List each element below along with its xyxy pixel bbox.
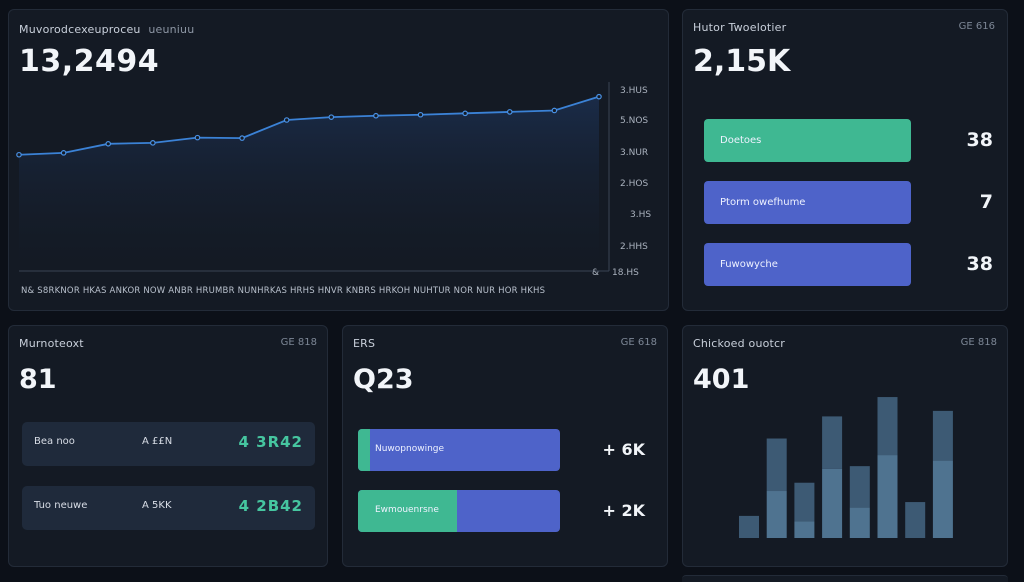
progress-label: Ewmouenrsne bbox=[375, 505, 439, 515]
data-point bbox=[283, 117, 290, 123]
bottom-left-panel: Murnoteoxt GE 818 81 Bea noo A ££N 4 3R4… bbox=[8, 325, 328, 567]
stat-mid: A ££N bbox=[142, 436, 173, 447]
stat-row[interactable]: Bea noo A ££N 4 3R42 bbox=[22, 422, 315, 466]
x-axis-labels: N& S8RKNOR HKAS ANKOR NOW ANBR HRUMBR NU… bbox=[21, 286, 546, 296]
data-point bbox=[417, 111, 424, 118]
bottom-left-title: Murnoteoxt bbox=[19, 337, 84, 350]
bar-lower bbox=[877, 455, 898, 538]
data-point bbox=[373, 112, 379, 119]
bar-lower bbox=[932, 460, 953, 538]
bottom-right-meta[interactable]: GE 818 bbox=[960, 337, 997, 348]
data-point bbox=[60, 150, 67, 156]
bottom-right-value: 401 bbox=[693, 364, 750, 395]
y-tick-label: 18.HS bbox=[612, 268, 639, 278]
bar-upper bbox=[766, 438, 787, 492]
bar-chart bbox=[739, 397, 953, 538]
bar-upper bbox=[849, 466, 870, 508]
progress-value: + 6K bbox=[602, 440, 645, 459]
bar-upper bbox=[822, 416, 843, 469]
data-point bbox=[462, 110, 468, 117]
metric-bar-label: Ptorm owefhume bbox=[720, 197, 806, 208]
metric-bar-label: Fuwowyche bbox=[720, 259, 778, 270]
stat-label: Bea noo bbox=[34, 436, 75, 447]
bar-lower bbox=[849, 507, 870, 538]
metric-bar-2[interactable]: Ptorm owefhume bbox=[704, 181, 911, 224]
stat-value: 4 2B42 bbox=[238, 497, 303, 515]
stat-value: 4 3R42 bbox=[238, 433, 303, 451]
y-tick-label: 3.HUS bbox=[620, 86, 648, 96]
top-right-meta[interactable]: GE 616 bbox=[958, 21, 995, 32]
next-panel-edge bbox=[682, 575, 1008, 582]
bottom-right-title: Chickoed ouotcr bbox=[693, 337, 786, 350]
y-tick-label: & bbox=[592, 268, 600, 278]
data-point bbox=[105, 141, 112, 147]
stat-row[interactable]: Tuo neuwe A 5KK 4 2B42 bbox=[22, 486, 315, 530]
progress-label: Nuwopnowinge bbox=[375, 444, 445, 454]
bottom-right-panel: Chickoed ouotcr GE 818 401 bbox=[682, 325, 1008, 567]
top-right-title: Hutor Twoelotier bbox=[693, 21, 787, 34]
main-chart-value: 13,2494 bbox=[19, 44, 160, 79]
bar-lower bbox=[794, 521, 815, 538]
stat-mid: A 5KK bbox=[142, 500, 172, 511]
main-chart-title: Muvorodcexeuproceu ueuniuu bbox=[19, 23, 195, 36]
area-fill bbox=[19, 96, 599, 271]
metric-bar-1[interactable]: Doetoes bbox=[704, 119, 911, 162]
progress-fill bbox=[358, 490, 457, 532]
bar-lower bbox=[766, 491, 787, 538]
bottom-mid-panel: ERS GE 618 Q23 Nuwopnowinge + 6K Ewmouen… bbox=[342, 325, 668, 567]
metric-bar-value: 7 bbox=[979, 191, 993, 213]
y-tick-label: 3.HS bbox=[630, 210, 652, 220]
progress-bar-2[interactable]: Ewmouenrsne bbox=[358, 490, 560, 532]
main-chart-panel: Muvorodcexeuproceu ueuniuu 13,2494 3.HUS… bbox=[8, 9, 669, 311]
bottom-mid-value: Q23 bbox=[353, 364, 414, 395]
metric-bar-3[interactable]: Fuwowyche bbox=[704, 243, 911, 286]
line-chart bbox=[16, 82, 610, 272]
bottom-left-value: 81 bbox=[19, 364, 57, 395]
data-point bbox=[239, 135, 245, 141]
metric-bar-value: 38 bbox=[966, 129, 993, 151]
metric-bar-value: 38 bbox=[966, 253, 993, 275]
bottom-mid-meta[interactable]: GE 618 bbox=[620, 337, 657, 348]
data-point bbox=[506, 109, 513, 115]
top-right-value: 2,15K bbox=[693, 44, 791, 79]
main-chart-subtitle: ueuniuu bbox=[148, 23, 195, 36]
progress-bar-1[interactable]: Nuwopnowinge bbox=[358, 429, 560, 471]
bar-upper bbox=[794, 482, 815, 522]
bar-upper bbox=[932, 410, 953, 461]
top-right-panel: Hutor Twoelotier GE 616 2,15K Doetoes 38… bbox=[682, 9, 1008, 311]
bar-upper bbox=[905, 502, 926, 538]
stat-label: Tuo neuwe bbox=[34, 500, 88, 511]
y-tick-label: 5.NOS bbox=[620, 116, 649, 126]
data-point bbox=[551, 107, 558, 114]
data-point bbox=[16, 151, 22, 158]
bar-lower bbox=[822, 468, 843, 538]
progress-fill bbox=[358, 429, 371, 471]
y-tick-label: 2.HHS bbox=[620, 242, 648, 252]
bottom-mid-title: ERS bbox=[353, 337, 376, 350]
data-point bbox=[596, 93, 602, 100]
series-line bbox=[18, 95, 600, 156]
data-point bbox=[328, 114, 335, 120]
data-point bbox=[194, 134, 201, 141]
progress-value: + 2K bbox=[602, 501, 645, 520]
bar-upper bbox=[739, 515, 759, 538]
y-tick-label: 3.NUR bbox=[620, 148, 649, 158]
data-point bbox=[150, 140, 156, 146]
bar-upper bbox=[877, 397, 898, 456]
y-tick-label: 2.HOS bbox=[620, 179, 649, 189]
metric-bar-label: Doetoes bbox=[720, 135, 762, 146]
bottom-left-meta[interactable]: GE 818 bbox=[280, 337, 317, 348]
